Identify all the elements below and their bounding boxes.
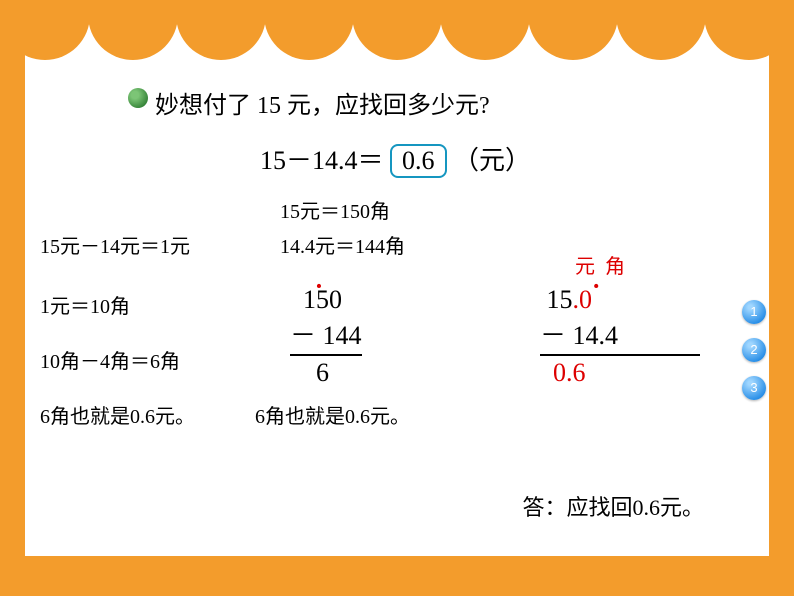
- cloud-bump: [704, 0, 794, 60]
- question-text: 妙想付了 15 元，应找回多少元?: [155, 85, 490, 120]
- cloud-bump: [264, 0, 354, 60]
- slide-border-bottom: [0, 556, 794, 596]
- conversion-text: 15元＝150角: [280, 195, 390, 224]
- nav-button-3[interactable]: 3: [742, 376, 766, 400]
- cloud-bump: [352, 0, 442, 60]
- calc-row: 6: [290, 358, 362, 388]
- cloud-bump: [0, 0, 90, 60]
- step-text: 6角也就是0.6元。: [40, 400, 195, 429]
- vertical-calc-2: ． 15.0 － 14.4 0.6: [540, 275, 700, 388]
- cloud-bump: [176, 0, 266, 60]
- bullet-icon: [128, 88, 148, 108]
- step-text: 15元－14元＝1元: [40, 230, 190, 259]
- calc-rule: [290, 354, 362, 356]
- calc-row: 15.0: [540, 285, 700, 315]
- borrow-dot: ．: [290, 275, 362, 285]
- calc-row: 0.6: [540, 358, 700, 388]
- calc-row: 150: [290, 285, 362, 315]
- cloud-bump: [88, 0, 178, 60]
- cloud-header: [0, 0, 794, 60]
- nav-button-1[interactable]: 1: [742, 300, 766, 324]
- calc-row: － 14.4: [540, 315, 700, 352]
- cloud-bump: [528, 0, 618, 60]
- borrow-dot: ．: [540, 275, 700, 285]
- step-text: 1元＝10角: [40, 290, 130, 319]
- cloud-bump: [440, 0, 530, 60]
- step-text: 6角也就是0.6元。: [255, 400, 410, 429]
- equation-answer-box: 0.6: [390, 144, 447, 178]
- vertical-calc-1: ． 150 － 144 6: [290, 275, 362, 388]
- step-text: 10角－4角＝6角: [40, 345, 180, 374]
- final-answer: 答：应找回0.6元。: [522, 490, 704, 522]
- calc-rule: [540, 354, 700, 356]
- slide-border-left: [0, 0, 25, 596]
- conversion-text: 14.4元＝144角: [280, 230, 405, 259]
- slide-border-right: [769, 0, 794, 596]
- cloud-bump: [616, 0, 706, 60]
- main-equation: 15－14.4＝ 0.6 （元）: [260, 140, 531, 178]
- calc-row: － 144: [290, 315, 362, 352]
- nav-button-2[interactable]: 2: [742, 338, 766, 362]
- equation-unit: （元）: [453, 146, 531, 175]
- equation-lhs: 15－14.4＝: [260, 146, 384, 175]
